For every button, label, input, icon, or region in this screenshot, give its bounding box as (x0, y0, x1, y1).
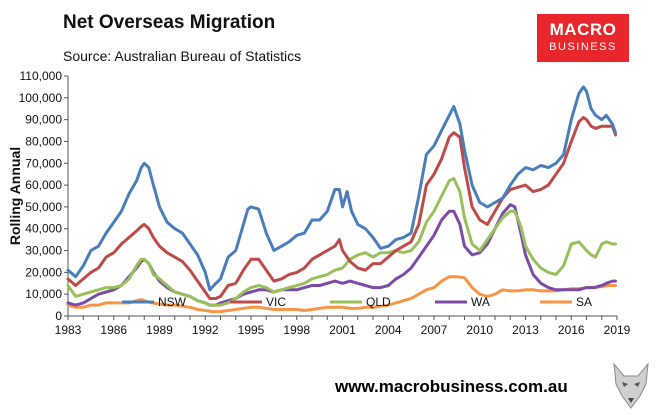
legend-label-sa: SA (576, 295, 592, 309)
y-tick-label: 0 (55, 309, 62, 323)
y-tick-label: 100,000 (19, 91, 63, 105)
x-tick-label: 2007 (421, 323, 448, 337)
y-tick-label: 20,000 (25, 265, 62, 279)
x-tick-label: 1989 (146, 323, 173, 337)
x-tick-label: 1983 (55, 323, 82, 337)
legend-label-qld: QLD (366, 295, 391, 309)
y-axis-label: Rolling Annual (7, 147, 23, 245)
x-tick-label: 1992 (192, 323, 219, 337)
x-tick-label: 2013 (512, 323, 539, 337)
wolf-icon (613, 362, 649, 409)
y-tick-label: 10,000 (25, 287, 62, 301)
x-tick-label: 1995 (238, 323, 265, 337)
y-tick-label: 90,000 (25, 113, 62, 127)
x-tick-label: 2010 (466, 323, 493, 337)
y-tick-label: 40,000 (25, 222, 62, 236)
legend-label-wa: WA (471, 295, 490, 309)
line-chart: Rolling Annual 0 10,000 20,000 30,000 40,000 5… (7, 69, 631, 337)
x-tick-label: 1998 (283, 323, 310, 337)
x-tick-label: 2019 (604, 323, 631, 337)
x-tick-label: 2004 (375, 323, 402, 337)
series-line-vic (66, 116, 617, 300)
website-url: www.macrobusiness.com.au (335, 377, 568, 396)
series-line-qld (66, 177, 617, 307)
x-tick-label: 1986 (100, 323, 127, 337)
chart-title: Net Overseas Migration (63, 12, 276, 33)
y-tick-label: 50,000 (25, 200, 62, 214)
legend-label-nsw: NSW (158, 295, 187, 309)
x-tick-label: 2016 (558, 323, 585, 337)
y-tick-label: 60,000 (25, 178, 62, 192)
source-note: Source: Australian Bureau of Statistics (63, 48, 302, 64)
y-tick-label: 110,000 (20, 69, 63, 83)
logo-line-2: BUSINESS (549, 41, 617, 53)
y-tick-label: 70,000 (25, 156, 62, 170)
series-line-nsw (66, 85, 617, 292)
x-tick-label: 2001 (329, 323, 356, 337)
y-tick-label: 80,000 (25, 134, 62, 148)
macrobusiness-logo: MACRO BUSINESS (537, 14, 629, 62)
y-tick-label: 30,000 (25, 244, 62, 258)
legend-label-vic: VIC (266, 295, 286, 309)
logo-line-1: MACRO (549, 20, 617, 39)
